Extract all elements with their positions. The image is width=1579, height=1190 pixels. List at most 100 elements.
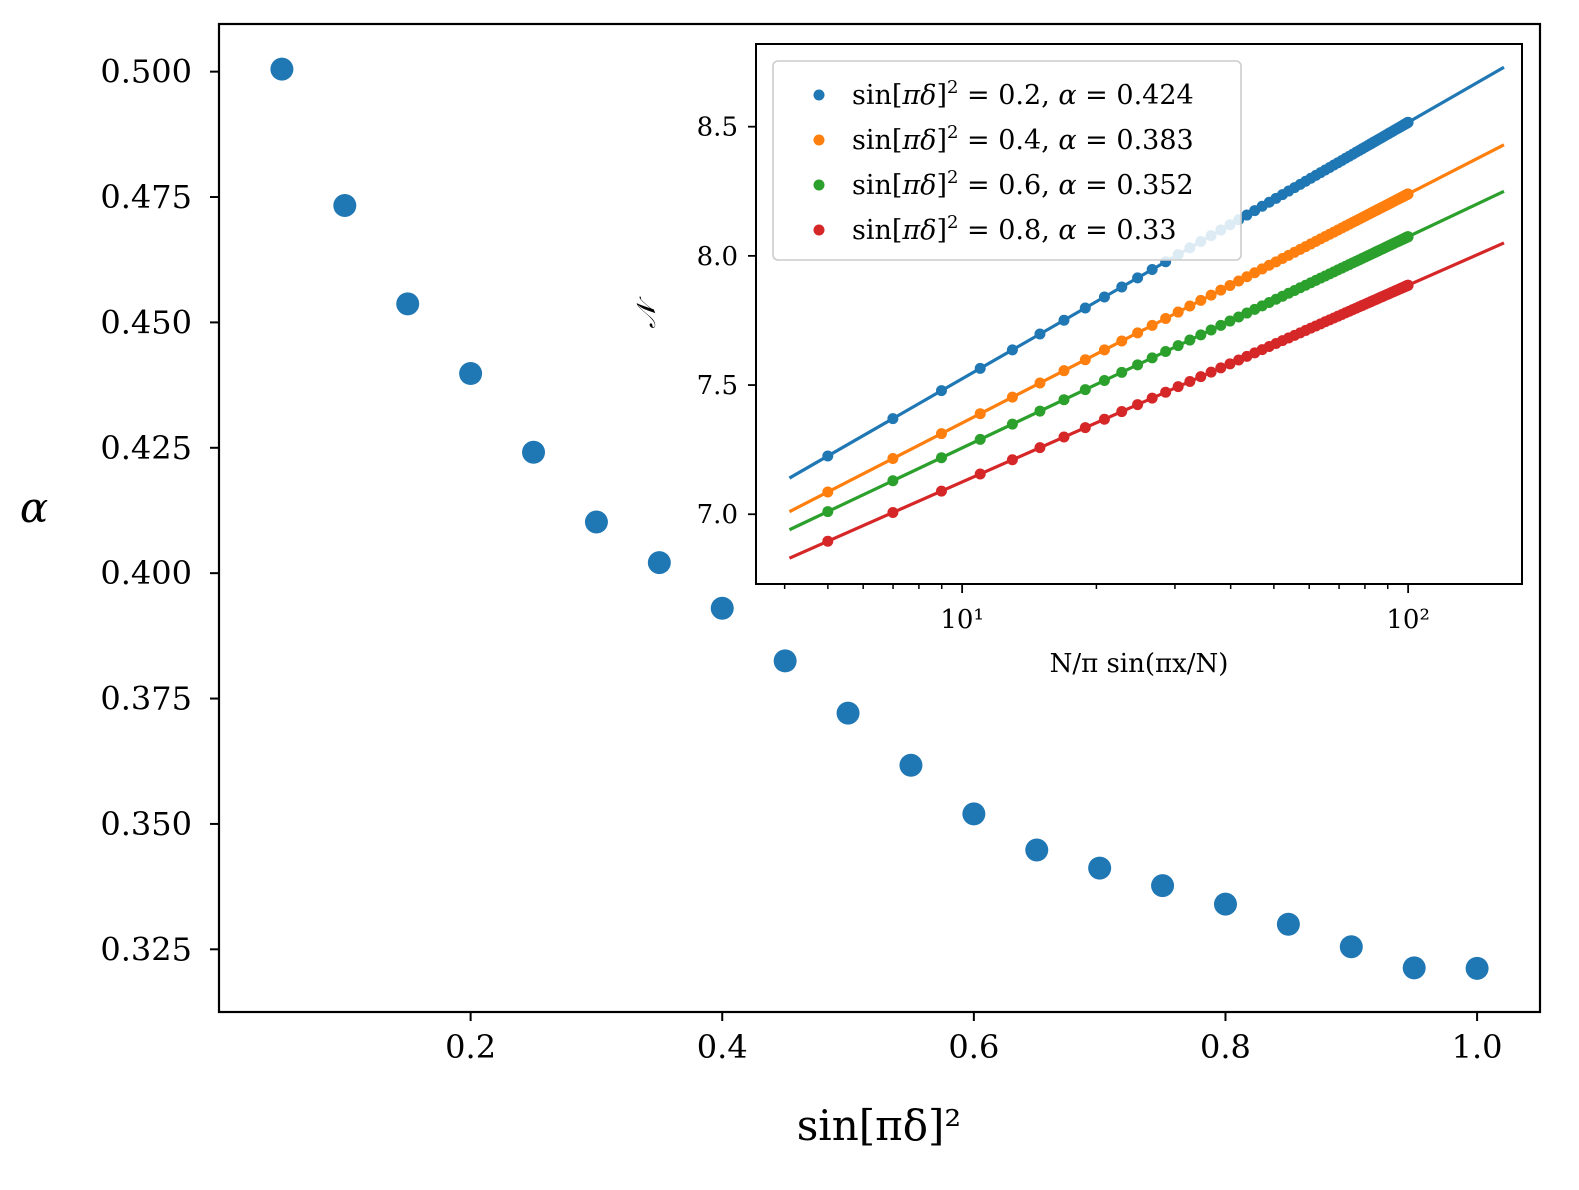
legend-entry-2: sin[πδ]2 = 0.6, α = 0.352 xyxy=(813,167,1194,201)
inset-data-point-0 xyxy=(1402,116,1414,128)
inset-data-point-2 xyxy=(935,452,947,464)
main-x-tick-label: 0.8 xyxy=(1200,1028,1251,1066)
main-data-point xyxy=(396,292,420,316)
inset-data-point-2 xyxy=(1146,352,1158,364)
main-y-tick-label: 0.350 xyxy=(100,805,192,843)
inset-data-point-2 xyxy=(1079,384,1091,396)
inset-data-point-3 xyxy=(1034,442,1046,454)
inset-data-point-0 xyxy=(1098,291,1110,303)
inset-ticks: 10¹ 10² 7.0 7.5 8.0 8.5 xyxy=(697,113,1430,635)
legend-delta-1: 0.4 xyxy=(998,125,1041,156)
main-data-point xyxy=(1151,874,1175,898)
inset-data-point-1 xyxy=(1079,354,1091,366)
main-x-axis-label: sin[πδ]² xyxy=(797,1101,962,1150)
main-data-points xyxy=(270,57,1489,980)
main-data-point xyxy=(1025,838,1049,862)
main-data-point xyxy=(1339,935,1363,959)
inset-data-point-0 xyxy=(1116,281,1128,293)
inset-legend: sin[πδ]2 = 0.2, α = 0.424 sin[πδ]2 = 0.4… xyxy=(772,60,1242,261)
legend-alpha-3: 0.33 xyxy=(1116,215,1176,246)
legend-alpha-2: 0.352 xyxy=(1116,170,1193,201)
main-x-tick-label: 0.6 xyxy=(948,1028,999,1066)
main-data-point xyxy=(1276,912,1300,936)
main-data-point xyxy=(647,551,671,575)
inset-data-point-1 xyxy=(1034,377,1046,389)
inset-data-point-3 xyxy=(974,468,986,480)
inset-x-tick-label: 10² xyxy=(1386,605,1430,635)
inset-data-point-3 xyxy=(1160,386,1172,398)
inset-data-point-1 xyxy=(1132,327,1144,339)
inset-data-point-1 xyxy=(1058,365,1070,377)
inset-data-point-2 xyxy=(1034,405,1046,417)
inset-data-point-2 xyxy=(1402,231,1414,243)
main-x-tick-label: 1.0 xyxy=(1452,1028,1503,1066)
inset-data-point-2 xyxy=(1132,359,1144,371)
inset-x-tick-label: 10¹ xyxy=(940,605,984,635)
inset-data-point-2 xyxy=(1172,340,1184,352)
inset-y-tick-label: 8.0 xyxy=(697,242,738,272)
inset-data-point-2 xyxy=(1233,311,1245,323)
inset-data-point-3 xyxy=(1195,371,1207,383)
inset-data-point-3 xyxy=(1058,431,1070,443)
inset-data-point-0 xyxy=(822,450,834,462)
inset-data-point-1 xyxy=(1006,391,1018,403)
main-plot-frame xyxy=(217,22,1542,1014)
inset-data-point-2 xyxy=(1006,418,1018,430)
inset-data-point-2 xyxy=(1215,319,1227,331)
inset-data-point-2 xyxy=(1098,375,1110,387)
main-x-tick-label: 0.4 xyxy=(697,1028,748,1066)
main-ticks: 0.2 0.4 0.6 0.8 1.0 0.325 0.350 0.375 0.400 0.425… xyxy=(100,53,1502,1066)
legend-label-2: sin[πδ]2 = 0.6, α = 0.352 xyxy=(852,167,1194,201)
legend-marker-0 xyxy=(813,89,825,101)
inset-data-point-3 xyxy=(1132,399,1144,411)
legend-label-3: sin[πδ]2 = 0.8, α = 0.33 xyxy=(852,212,1177,246)
legend-marker-3 xyxy=(813,224,825,236)
legend-marker-2 xyxy=(813,179,825,191)
inset-data-point-3 xyxy=(1006,454,1018,466)
inset-data-point-0 xyxy=(1058,314,1070,326)
main-y-tick-label: 0.375 xyxy=(100,680,192,718)
inset-data-point-2 xyxy=(822,506,834,518)
inset-data-point-3 xyxy=(1146,392,1158,404)
inset-data-point-2 xyxy=(1184,334,1196,346)
main-y-tick-label: 0.425 xyxy=(100,429,192,467)
inset-data-point-0 xyxy=(1146,264,1158,276)
inset-data-point-3 xyxy=(1116,406,1128,418)
main-y-tick-label: 0.500 xyxy=(100,53,192,91)
inset-data-point-3 xyxy=(1098,413,1110,425)
inset-data-point-1 xyxy=(1098,344,1110,356)
legend-marker-1 xyxy=(813,134,825,146)
legend-entry-3: sin[πδ]2 = 0.8, α = 0.33 xyxy=(813,212,1177,246)
inset-data-point-3 xyxy=(1402,279,1414,291)
inset-data-point-0 xyxy=(1079,302,1091,314)
inset-data-point-1 xyxy=(1215,284,1227,296)
inset-data-point-1 xyxy=(1205,289,1217,301)
inset-data-point-2 xyxy=(974,433,986,445)
main-axes: 0.2 0.4 0.6 0.8 1.0 0.325 0.350 0.375 0.400 0.425… xyxy=(20,22,1542,1150)
main-data-point xyxy=(333,194,357,218)
inset-data-point-3 xyxy=(1215,362,1227,374)
inset-data-point-3 xyxy=(1172,381,1184,393)
legend-label-1: sin[πδ]2 = 0.4, α = 0.383 xyxy=(852,122,1194,156)
main-data-point xyxy=(1402,956,1426,980)
main-data-point xyxy=(522,440,546,464)
inset-y-tick-label: 8.5 xyxy=(697,113,738,143)
main-data-point xyxy=(1088,856,1112,880)
inset-data-point-1 xyxy=(974,408,986,420)
main-data-point xyxy=(899,753,923,777)
inset-data-point-3 xyxy=(1233,354,1245,366)
inset-data-point-1 xyxy=(1146,319,1158,331)
inset-data-point-0 xyxy=(1006,344,1018,356)
main-data-point xyxy=(1213,892,1237,916)
main-data-point xyxy=(459,362,483,386)
main-y-axis-label: α xyxy=(20,483,48,532)
legend-alpha-0: 0.424 xyxy=(1116,80,1193,111)
inset-data-point-3 xyxy=(1224,358,1236,370)
inset-data-point-1 xyxy=(1116,335,1128,347)
inset-data-point-1 xyxy=(1224,279,1236,291)
inset-data-point-2 xyxy=(1195,329,1207,341)
inset-data-points xyxy=(822,116,1414,547)
legend-delta-3: 0.8 xyxy=(998,215,1041,246)
main-y-tick-label: 0.325 xyxy=(100,930,192,968)
